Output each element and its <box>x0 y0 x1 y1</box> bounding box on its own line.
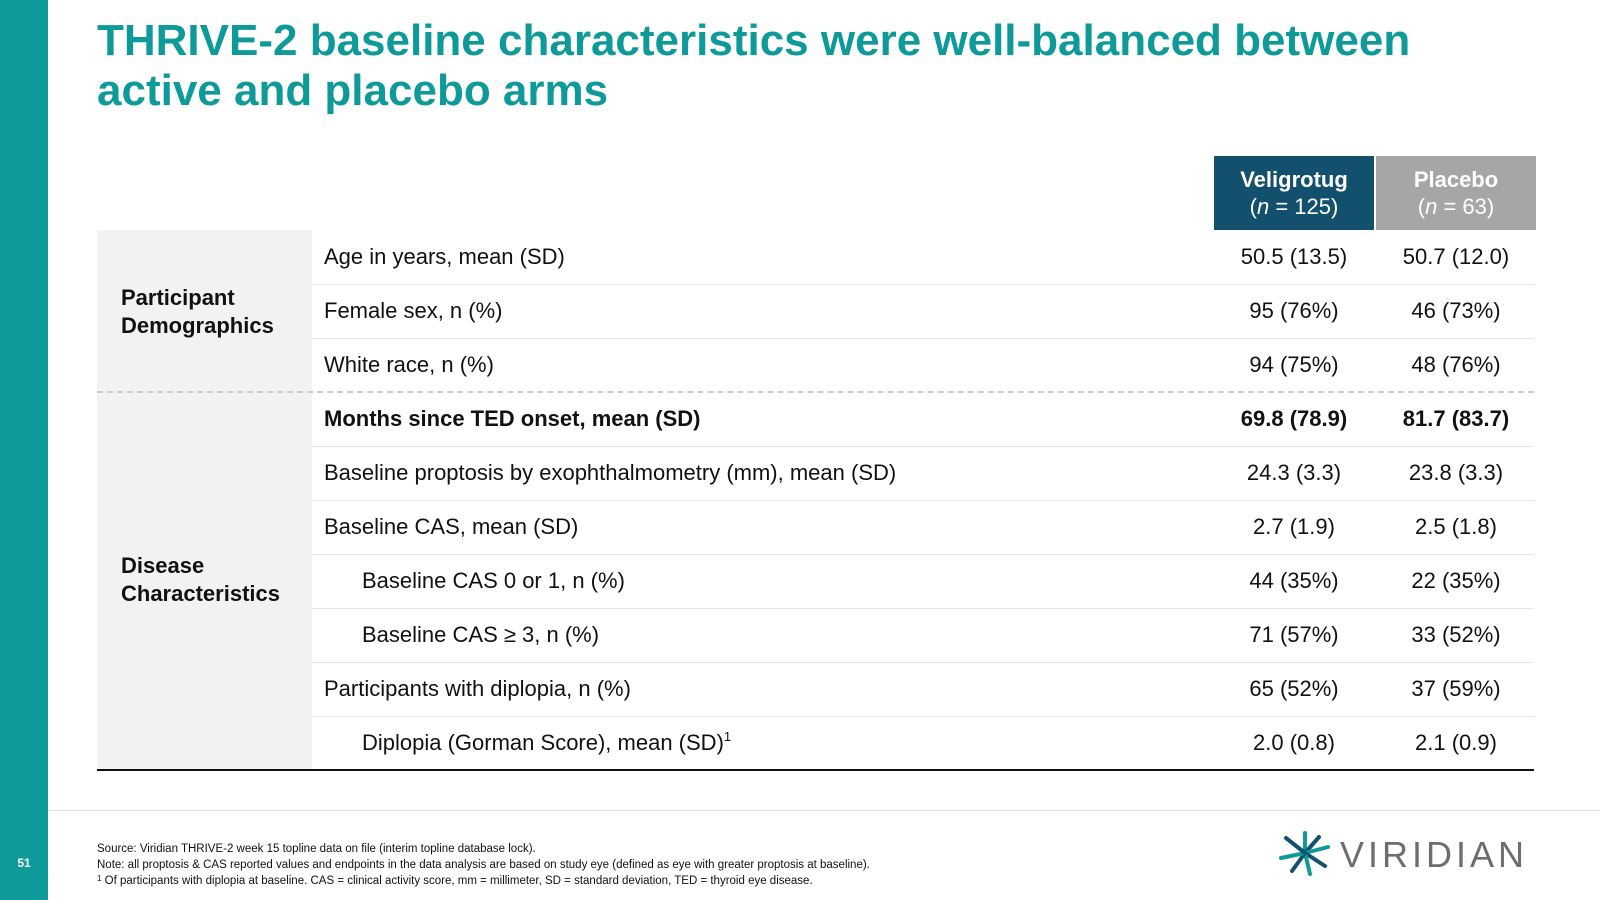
table-row-diplopia: Participants with diplopia, n (%) 65 (52… <box>312 662 1534 717</box>
veligrotug-value: 71 (57%) <box>1249 622 1339 647</box>
section-divider <box>97 391 1534 393</box>
footnotes: Source: Viridian THRIVE-2 week 15 toplin… <box>97 841 1197 889</box>
column-header-n: (n = 125) <box>1249 194 1339 219</box>
n-variable: n <box>1425 194 1438 219</box>
veligrotug-value: 24.3 (3.3) <box>1246 460 1342 485</box>
left-accent-bar <box>0 0 48 900</box>
row-label: Participants with diplopia, n (%) <box>324 676 631 701</box>
table-row-baseline-proptosis: Baseline proptosis by exophthalmometry (… <box>312 446 1534 501</box>
footnote-1-text: Of participants with diplopia at baselin… <box>101 875 813 887</box>
section-label-line-2: Characteristics <box>121 581 280 606</box>
veligrotug-value: 2.0 (0.8) <box>1253 730 1335 755</box>
page-number: 51 <box>17 856 31 870</box>
section-label-line-1: Participant <box>121 285 235 310</box>
veligrotug-value: 2.7 (1.9) <box>1253 514 1335 539</box>
section-label: Disease Characteristics <box>121 552 280 608</box>
row-label: Diplopia (Gorman Score), mean (SD)1 <box>362 716 731 770</box>
row-label: White race, n (%) <box>324 352 494 377</box>
n-value: = 125) <box>1269 194 1339 219</box>
section-label-line-1: Disease <box>121 553 205 578</box>
veligrotug-value: 65 (52%) <box>1249 676 1339 701</box>
placebo-value: 37 (59%) <box>1411 676 1501 701</box>
veligrotug-value: 95 (76%) <box>1249 298 1339 323</box>
placebo-value: 33 (52%) <box>1411 622 1501 647</box>
table-row-age: Age in years, mean (SD) 50.5 (13.5) 50.7… <box>312 230 1534 285</box>
table-row-female-sex: Female sex, n (%) 95 (76%) 46 (73%) <box>312 284 1534 339</box>
section-disease-characteristics: Disease Characteristics <box>97 392 312 770</box>
placebo-value: 2.1 (0.9) <box>1415 730 1497 755</box>
veligrotug-value: 94 (75%) <box>1249 352 1339 377</box>
placebo-value: 2.5 (1.8) <box>1415 514 1497 539</box>
table-row-baseline-cas: Baseline CAS, mean (SD) 2.7 (1.9) 2.5 (1… <box>312 500 1534 555</box>
footnote-marker: 1 <box>97 874 102 883</box>
placebo-value: 46 (73%) <box>1411 298 1501 323</box>
table-row-cas-0-or-1: Baseline CAS 0 or 1, n (%) 44 (35%) 22 (… <box>312 554 1534 609</box>
footnote-source: Source: Viridian THRIVE-2 week 15 toplin… <box>97 843 536 855</box>
table-row-cas-3-or-more: Baseline CAS ≥ 3, n (%) 71 (57%) 33 (52%… <box>312 608 1534 663</box>
column-header-name: Veligrotug <box>1240 167 1348 192</box>
row-label: Baseline CAS ≥ 3, n (%) <box>362 622 600 647</box>
table-row-months-since-onset: Months since TED onset, mean (SD) 69.8 (… <box>312 392 1534 447</box>
placebo-value: 22 (35%) <box>1411 568 1501 593</box>
slide-title-line-1: THRIVE-2 baseline characteristics were w… <box>97 16 1411 65</box>
row-label: Baseline CAS 0 or 1, n (%) <box>362 568 625 593</box>
row-label-text: Diplopia (Gorman Score), mean (SD) <box>362 730 724 755</box>
n-variable: n <box>1256 194 1270 219</box>
table-row-white-race: White race, n (%) 94 (75%) 48 (76%) <box>312 338 1534 392</box>
viridian-logo: VIRIDIAN <box>1278 828 1538 878</box>
footer-divider <box>48 810 1600 811</box>
row-label: Baseline proptosis by exophthalmometry (… <box>324 460 897 485</box>
column-header-n: (n = 63) <box>1417 194 1495 219</box>
veligrotug-value: 50.5 (13.5) <box>1240 244 1348 269</box>
veligrotug-value: 44 (35%) <box>1249 568 1339 593</box>
row-label: Female sex, n (%) <box>324 298 503 323</box>
viridian-starburst-icon <box>1279 831 1330 876</box>
placebo-value: 50.7 (12.0) <box>1402 244 1510 269</box>
n-value: = 63) <box>1437 194 1495 219</box>
logo-wordmark: VIRIDIAN <box>1340 834 1529 875</box>
slide-title: THRIVE-2 baseline characteristics were w… <box>97 16 1557 116</box>
footnote-marker: 1 <box>723 729 732 744</box>
slide-title-line-2: active and placebo arms <box>97 66 609 115</box>
column-header-placebo: Placebo (n = 63) <box>1376 156 1536 230</box>
placebo-value: 81.7 (83.7) <box>1402 406 1510 431</box>
column-header-name: Placebo <box>1413 167 1499 192</box>
column-header-veligrotug: Veligrotug (n = 125) <box>1214 156 1374 230</box>
table-bottom-rule <box>97 769 1534 771</box>
veligrotug-value: 69.8 (78.9) <box>1240 406 1348 431</box>
footnote-1: 1 Of participants with diplopia at basel… <box>97 873 1197 889</box>
placebo-value: 48 (76%) <box>1411 352 1501 377</box>
footnote-note: Note: all proptosis & CAS reported value… <box>97 859 870 871</box>
placebo-value: 23.8 (3.3) <box>1408 460 1504 485</box>
table-row-gorman-score: Diplopia (Gorman Score), mean (SD)1 2.0 … <box>312 716 1534 770</box>
section-participant-demographics: Participant Demographics <box>97 230 312 392</box>
row-label: Age in years, mean (SD) <box>324 244 565 269</box>
row-label: Months since TED onset, mean (SD) <box>324 406 701 431</box>
section-label: Participant Demographics <box>121 284 274 340</box>
row-label: Baseline CAS, mean (SD) <box>324 514 579 539</box>
section-label-line-2: Demographics <box>121 313 274 338</box>
